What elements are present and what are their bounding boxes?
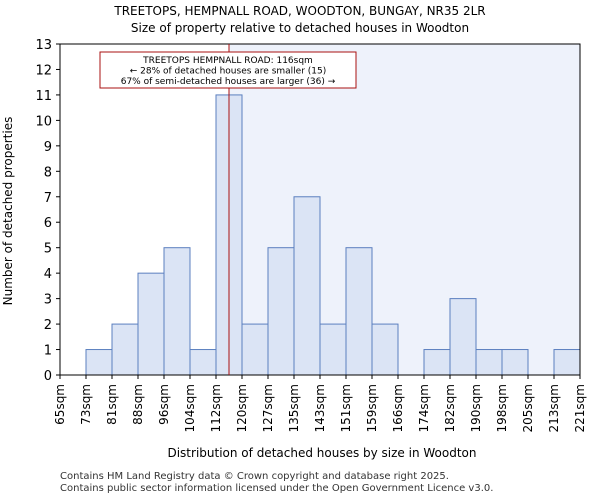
x-tick-label: 127sqm	[261, 384, 275, 432]
x-tick-label: 104sqm	[183, 384, 197, 432]
bar-96sqm	[163, 247, 191, 376]
chart-subtitle: Size of property relative to detached ho…	[131, 21, 469, 35]
y-tick-label: 9	[44, 140, 52, 155]
x-tick-label: 96sqm	[157, 384, 171, 425]
footer-copyright: Contains HM Land Registry data © Crown c…	[60, 471, 449, 482]
chart-title-group: TREETOPS, HEMPNALL ROAD, WOODTON, BUNGAY…	[113, 4, 485, 35]
x-tick-label: 65sqm	[53, 384, 67, 425]
x-tick-label: 182sqm	[443, 384, 457, 432]
y-axis-label: Number of detached properties	[1, 117, 15, 306]
bar-151sqm	[345, 247, 373, 376]
y-tick-label: 2	[44, 318, 52, 333]
annotation-line-smaller: ← 28% of detached houses are smaller (15…	[130, 67, 327, 77]
bar-88sqm	[137, 272, 165, 376]
y-tick-label: 11	[35, 89, 52, 104]
y-tick-label: 1	[44, 344, 52, 359]
bar-182sqm	[449, 298, 477, 376]
bar-135sqm	[293, 196, 321, 376]
x-tick-label: 143sqm	[313, 384, 327, 432]
bar-81sqm	[111, 323, 139, 376]
bar-73sqm	[85, 349, 113, 376]
x-tick-label: 88sqm	[131, 384, 145, 425]
annotation-box: TREETOPS HEMPNALL ROAD: 116sqm ← 28% of …	[99, 51, 357, 89]
bar-174sqm	[423, 349, 451, 376]
x-tick-label: 198sqm	[495, 384, 509, 432]
footer-licence: Contains public sector information licen…	[60, 483, 494, 494]
y-tick-label: 3	[44, 293, 52, 308]
x-tick-label: 120sqm	[235, 384, 249, 432]
y-tick-label: 10	[35, 114, 52, 129]
bar-120sqm	[241, 323, 269, 376]
x-tick-label: 81sqm	[105, 384, 119, 425]
y-tick-label: 12	[35, 63, 52, 78]
bar-190sqm	[475, 349, 503, 376]
x-tick-label: 221sqm	[573, 384, 587, 432]
bar-159sqm	[371, 323, 399, 376]
x-tick-label: 135sqm	[287, 384, 301, 432]
annotation-border	[99, 51, 357, 89]
y-tick-label: 5	[44, 242, 52, 257]
y-tick-label: 0	[44, 369, 52, 384]
y-tick-label: 4	[44, 267, 52, 282]
x-tick-label: 159sqm	[365, 384, 379, 432]
bar-213sqm	[553, 349, 581, 376]
annotation-line-larger: 67% of semi-detached houses are larger (…	[121, 77, 336, 87]
annotation-line-property: TREETOPS HEMPNALL ROAD: 116sqm	[142, 56, 313, 66]
y-tick-label: 13	[35, 38, 52, 53]
x-tick-label: 205sqm	[521, 384, 535, 432]
x-tick-label: 174sqm	[417, 384, 431, 432]
y-tick-label: 7	[44, 191, 52, 206]
x-tick-label: 213sqm	[547, 384, 561, 432]
y-tick-label: 8	[44, 165, 52, 180]
x-tick-label: 112sqm	[209, 384, 223, 432]
x-tick-label: 151sqm	[339, 384, 353, 432]
x-tick-label: 73sqm	[79, 384, 93, 425]
x-axis-ticks: 65sqm 73sqm 81sqm 88sqm 96sqm 104sqm 112sqm 120…	[53, 375, 587, 432]
chart-title: TREETOPS, HEMPNALL ROAD, WOODTON, BUNGAY…	[113, 4, 485, 18]
bar-198sqm	[501, 349, 529, 376]
bar-143sqm	[319, 323, 347, 376]
x-tick-label: 166sqm	[391, 384, 405, 432]
y-tick-label: 6	[44, 216, 52, 231]
bar-104sqm	[189, 349, 217, 376]
bar-127sqm	[267, 247, 295, 376]
x-tick-label: 190sqm	[469, 384, 483, 432]
x-axis-label: Distribution of detached houses by size …	[167, 446, 476, 460]
